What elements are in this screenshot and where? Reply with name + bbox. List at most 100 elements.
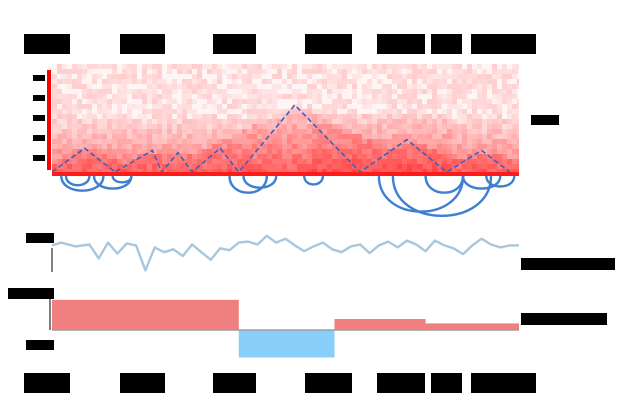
heatmap-cell <box>392 169 397 174</box>
heatmap-cell <box>412 89 417 94</box>
heatmap-cell <box>442 139 447 144</box>
heatmap-cell <box>512 144 517 149</box>
heatmap-cell <box>87 139 92 144</box>
heatmap-cell <box>517 144 519 149</box>
heatmap-cell <box>172 79 177 84</box>
heatmap-cell <box>287 94 292 99</box>
heatmap-cell <box>487 84 492 89</box>
heatmap-cell <box>352 89 357 94</box>
heatmap-cell <box>452 84 457 89</box>
heatmap-cell <box>362 164 367 169</box>
heatmap-cell <box>392 154 397 159</box>
heatmap-cell <box>352 74 357 79</box>
heatmap-cell <box>207 169 212 174</box>
heatmap-cell <box>347 169 352 174</box>
heatmap-cell <box>197 139 202 144</box>
heatmap-cell <box>297 79 302 84</box>
heatmap-cell <box>507 124 512 129</box>
heatmap-cell <box>147 164 152 169</box>
heatmap-cell <box>287 169 292 174</box>
heatmap-cell <box>227 164 232 169</box>
heatmap-cell <box>272 154 277 159</box>
heatmap-cell <box>482 79 487 84</box>
heatmap-cell <box>102 139 107 144</box>
heatmap-cell <box>332 124 337 129</box>
heatmap-cell <box>237 139 242 144</box>
heatmap-cell <box>147 119 152 124</box>
heatmap-cell <box>162 94 167 99</box>
heatmap-cell <box>142 69 147 74</box>
heatmap-cell <box>382 84 387 89</box>
heatmap-cell <box>417 134 422 139</box>
heatmap-cell <box>227 139 232 144</box>
heatmap-cell <box>177 154 182 159</box>
heatmap-cell <box>317 154 322 159</box>
heatmap-cell <box>442 169 447 174</box>
heatmap-cell <box>337 159 342 164</box>
heatmap-cell <box>242 139 247 144</box>
heatmap-cell <box>202 144 207 149</box>
heatmap-cell <box>437 169 442 174</box>
heatmap-cell <box>187 154 192 159</box>
heatmap-cell <box>442 64 447 69</box>
heatmap-cell <box>192 84 197 89</box>
heatmap-cell <box>322 69 327 74</box>
heatmap-cell <box>147 139 152 144</box>
heatmap-cell <box>362 144 367 149</box>
heatmap-cell <box>177 119 182 124</box>
heatmap-cell <box>472 139 477 144</box>
heatmap-cell <box>302 159 307 164</box>
heatmap-cell <box>157 119 162 124</box>
heatmap-cell <box>207 119 212 124</box>
heatmap-cell <box>267 149 272 154</box>
loop-arc <box>60 176 105 192</box>
heatmap-cell <box>217 169 222 174</box>
heatmap-cell <box>62 124 67 129</box>
heatmap-cell <box>402 124 407 129</box>
heatmap-cell <box>312 134 317 139</box>
heatmap-cell <box>232 164 237 169</box>
heatmap-cell <box>187 139 192 144</box>
heatmap-cell <box>447 124 452 129</box>
heatmap-cell <box>272 149 277 154</box>
heatmap-cell <box>307 149 312 154</box>
heatmap-cell <box>397 139 402 144</box>
heatmap-cell <box>382 149 387 154</box>
heatmap-cell <box>327 169 332 174</box>
heatmap-cell <box>67 114 72 119</box>
heatmap-cell <box>407 134 412 139</box>
heatmap-cell <box>112 119 117 124</box>
heatmap-cell <box>467 104 472 109</box>
heatmap-cell <box>152 114 157 119</box>
heatmap-cell <box>167 134 172 139</box>
heatmap-cell <box>87 104 92 109</box>
heatmap-cell <box>332 119 337 124</box>
heatmap-cell <box>92 159 97 164</box>
heatmap-cell <box>167 149 172 154</box>
heatmap-cell <box>347 164 352 169</box>
heatmap-cell <box>407 104 412 109</box>
heatmap-cell <box>452 154 457 159</box>
heatmap-cell <box>237 134 242 139</box>
heatmap-cell <box>342 169 347 174</box>
heatmap-cell <box>517 159 519 164</box>
heatmap-cell <box>107 134 112 139</box>
heatmap-cell <box>192 109 197 114</box>
heatmap-cell <box>357 144 362 149</box>
heatmap-cell <box>172 119 177 124</box>
heatmap-cell <box>157 94 162 99</box>
heatmap-cell <box>177 134 182 139</box>
heatmap-cell <box>492 119 497 124</box>
heatmap-cell <box>507 134 512 139</box>
heatmap-cell <box>462 79 467 84</box>
heatmap-cell <box>237 84 242 89</box>
heatmap-cell <box>387 94 392 99</box>
heatmap-cell <box>517 109 519 114</box>
heatmap-cell <box>137 149 142 154</box>
heatmap-cell <box>337 119 342 124</box>
heatmap-cell <box>417 84 422 89</box>
heatmap-cell <box>352 109 357 114</box>
heatmap-cell <box>57 169 62 174</box>
heatmap-cell <box>512 89 517 94</box>
heatmap-cell <box>52 124 57 129</box>
